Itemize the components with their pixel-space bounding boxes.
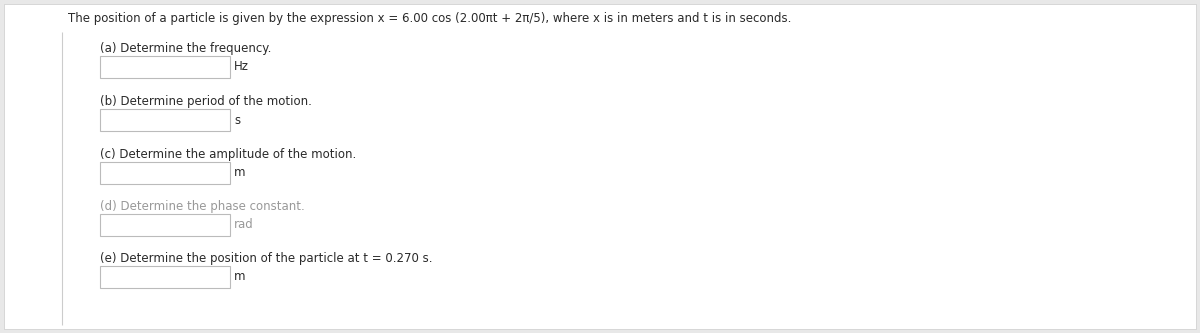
Text: Hz: Hz xyxy=(234,61,250,74)
FancyBboxPatch shape xyxy=(100,214,230,236)
Text: rad: rad xyxy=(234,218,253,231)
Text: m: m xyxy=(234,166,246,179)
Text: (e) Determine the position of the particle at t = 0.270 s.: (e) Determine the position of the partic… xyxy=(100,252,432,265)
Text: s: s xyxy=(234,114,240,127)
Text: (a) Determine the frequency.: (a) Determine the frequency. xyxy=(100,42,271,55)
Text: (c) Determine the amplitude of the motion.: (c) Determine the amplitude of the motio… xyxy=(100,148,356,161)
FancyBboxPatch shape xyxy=(100,109,230,131)
Text: The position of a particle is given by the expression x = 6.00 cos (2.00πt + 2π/: The position of a particle is given by t… xyxy=(68,12,791,25)
FancyBboxPatch shape xyxy=(100,266,230,288)
Text: (b) Determine period of the motion.: (b) Determine period of the motion. xyxy=(100,95,312,108)
FancyBboxPatch shape xyxy=(100,162,230,184)
FancyBboxPatch shape xyxy=(100,56,230,78)
Text: (d) Determine the phase constant.: (d) Determine the phase constant. xyxy=(100,200,305,213)
FancyBboxPatch shape xyxy=(4,4,1196,329)
Text: m: m xyxy=(234,270,246,283)
